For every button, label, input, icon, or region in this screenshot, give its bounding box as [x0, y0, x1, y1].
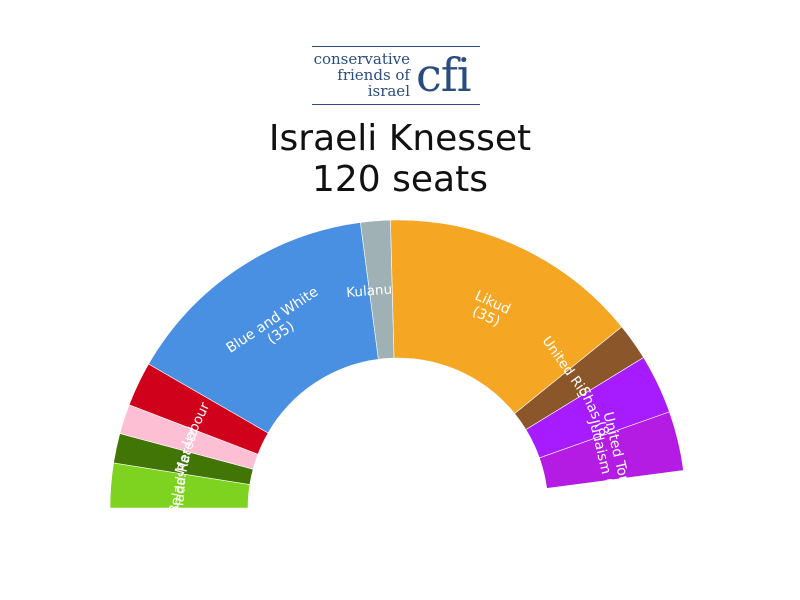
title-line-2: 120 seats	[312, 159, 488, 200]
logo-line-3: israel	[367, 82, 410, 100]
logo-top-rule	[312, 46, 480, 47]
chart-title: Israeli Knesset 120 seats	[0, 118, 800, 200]
slice-6	[390, 219, 623, 415]
logo-line-2: friends of	[337, 66, 410, 84]
title-line-1: Israeli Knesset	[268, 118, 532, 159]
slice-4	[148, 222, 379, 434]
logo-line-1: conservative	[313, 50, 410, 68]
logo-mark: cfi	[416, 48, 471, 102]
logo-wordmark: conservative friends of israel	[312, 51, 410, 99]
logo-bottom-rule	[312, 104, 480, 105]
slice-9	[539, 411, 684, 489]
cfi-logo: conservative friends of israel cfi	[312, 46, 480, 106]
